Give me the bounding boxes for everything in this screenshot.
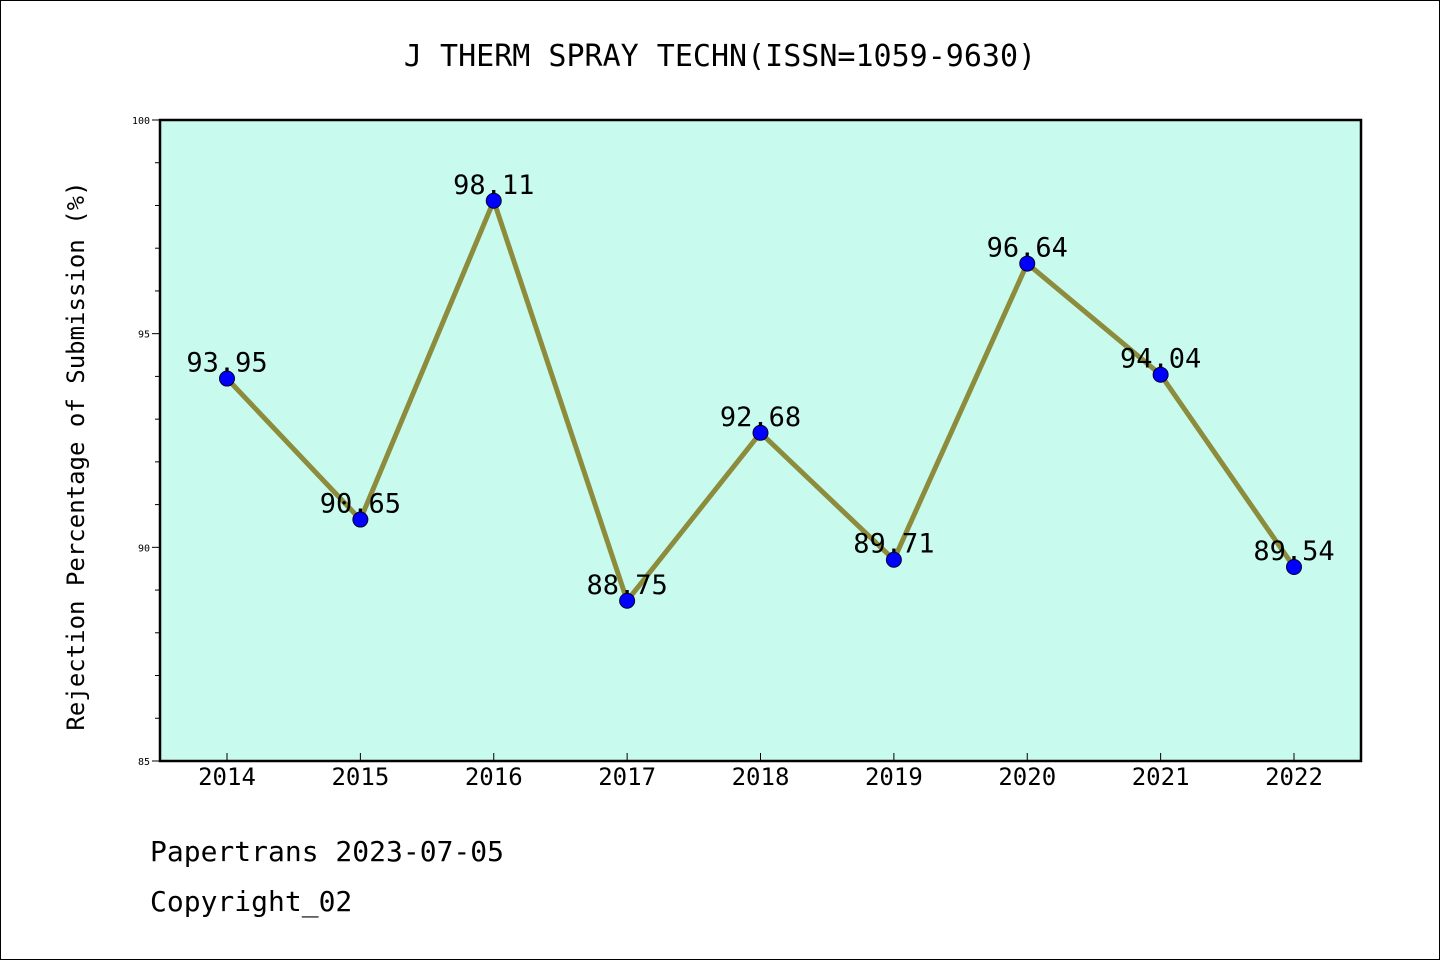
data-point-marker <box>485 192 502 209</box>
data-label: 90.65 <box>320 489 401 520</box>
x-tick-label: 2021 <box>1132 763 1190 791</box>
data-label: 96.64 <box>987 233 1068 264</box>
data-point-marker <box>752 424 769 441</box>
data-point-marker <box>885 551 902 568</box>
data-point-marker <box>352 511 369 528</box>
data-point-marker <box>1152 366 1169 383</box>
x-tick-label: 2015 <box>331 763 389 791</box>
data-label: 88.75 <box>586 570 667 601</box>
data-labels: 93.95 90.65 98.11 88.75 92.68 89.71 96.64 94.04… <box>186 170 1334 601</box>
data-markers <box>219 192 1302 609</box>
y-axis-label: Rejection Percentage of Submission (%) <box>62 181 90 730</box>
data-label: 89.54 <box>1253 536 1334 567</box>
y-tick-label: 100 <box>132 116 150 127</box>
x-tick-label: 2016 <box>465 763 523 791</box>
data-point-marker <box>619 592 636 609</box>
data-label: 92.68 <box>720 402 801 433</box>
x-tick-label: 2020 <box>998 763 1056 791</box>
data-label: 98.11 <box>453 170 534 201</box>
footer-copyright: Copyright_02 <box>150 885 353 918</box>
data-label: 94.04 <box>1120 344 1201 375</box>
y-tick-label: 95 <box>138 330 150 341</box>
footer-date: Papertrans 2023-07-05 <box>150 835 505 868</box>
data-label: 89.71 <box>853 529 934 560</box>
data-point-marker <box>219 370 235 387</box>
data-point-marker <box>1019 255 1036 272</box>
y-tick-label: 90 <box>138 543 150 554</box>
data-label: 93.95 <box>186 348 267 379</box>
y-tick-label: 85 <box>138 757 150 768</box>
x-tick-label: 2014 <box>198 763 256 791</box>
x-axis: 2014 2015 2016 2017 2018 2019 2020 2021 2022 <box>198 753 1323 791</box>
y-axis: 85 90 95 100 <box>132 116 160 768</box>
data-point-marker <box>1286 558 1302 575</box>
x-tick-label: 2018 <box>732 763 790 791</box>
chart-title: J THERM SPRAY TECHN(ISSN=1059-9630) <box>404 39 1036 74</box>
x-tick-label: 2019 <box>865 763 923 791</box>
x-tick-label: 2017 <box>598 763 656 791</box>
x-tick-label: 2022 <box>1265 763 1323 791</box>
